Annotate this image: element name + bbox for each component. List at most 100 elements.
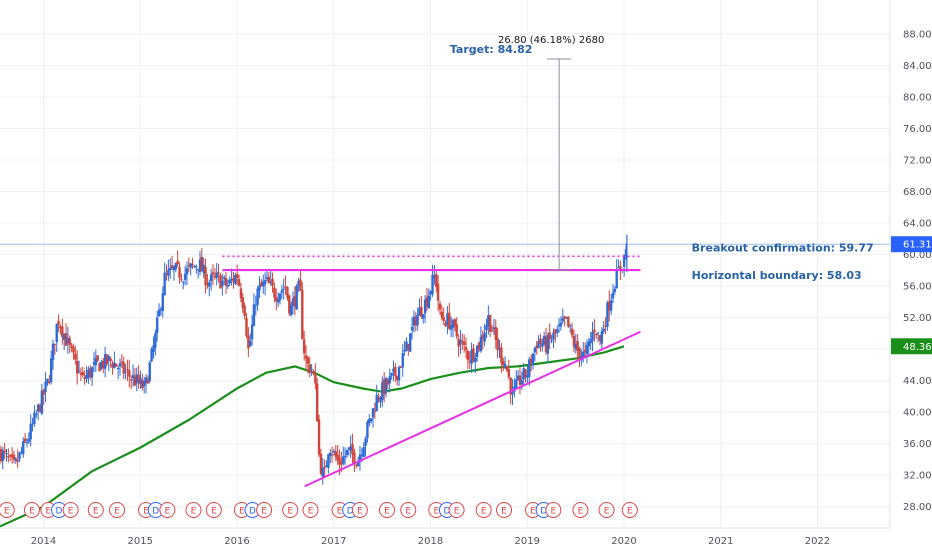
- event-marker-label: D: [443, 506, 450, 516]
- candle-body: [243, 305, 246, 317]
- candle-body: [462, 341, 466, 345]
- moving-average-layer: [0, 345, 625, 528]
- candle-body: [87, 369, 90, 378]
- candle-body: [457, 339, 460, 347]
- candle-body: [213, 275, 217, 277]
- candle-body: [371, 408, 375, 418]
- candle-body: [515, 379, 518, 388]
- earnings-event-marker: [256, 502, 273, 518]
- candle-body: [208, 282, 211, 287]
- candle-body: [619, 265, 622, 270]
- candle-body: [100, 361, 103, 369]
- candle-body: [152, 345, 155, 352]
- candle-body: [401, 353, 404, 368]
- candle-body: [617, 267, 620, 269]
- event-marker-label: E: [384, 506, 390, 516]
- candle-body: [55, 323, 58, 343]
- candle-body: [146, 379, 150, 384]
- candle-body: [217, 272, 220, 274]
- candle-body: [262, 281, 265, 287]
- event-marker-label: E: [143, 506, 149, 516]
- earnings-event-marker: [109, 502, 126, 518]
- candle-body: [16, 459, 19, 462]
- candle-body: [492, 327, 496, 330]
- candle-body: [574, 343, 577, 349]
- candle-body: [304, 355, 308, 359]
- y-tick-label: 68.00: [903, 187, 932, 198]
- earnings-event-marker: [23, 502, 40, 518]
- candle-body: [449, 325, 453, 330]
- candle-body: [267, 276, 271, 284]
- candle-body: [129, 379, 133, 381]
- earnings-event-marker: [545, 502, 562, 518]
- candle-body: [468, 360, 471, 362]
- candle-body: [604, 325, 607, 327]
- candle-body: [608, 301, 611, 311]
- candle-body: [122, 362, 125, 374]
- candle-body: [325, 465, 328, 468]
- candle-body: [546, 335, 550, 354]
- event-marker-label: E: [551, 506, 557, 516]
- candle-body: [76, 360, 79, 374]
- candle-body: [314, 374, 317, 384]
- candle-body: [178, 267, 181, 278]
- candle-body: [422, 314, 425, 319]
- event-marker-label: E: [211, 506, 217, 516]
- annotation-label: Target: 84.82: [450, 43, 533, 56]
- candle-body: [226, 285, 230, 287]
- price-badge: [891, 236, 932, 253]
- candle-body: [526, 374, 529, 378]
- candle-body: [461, 341, 464, 343]
- candle-body: [587, 341, 591, 347]
- candle-body: [111, 363, 114, 368]
- x-tick-label: 2017: [321, 536, 346, 547]
- candle-body: [245, 318, 248, 336]
- candle-body: [340, 461, 343, 465]
- candle-body: [544, 336, 548, 352]
- candle-body: [444, 322, 447, 327]
- candle-body: [302, 339, 306, 354]
- candle-body: [399, 366, 403, 368]
- candle-body: [622, 255, 626, 267]
- candle-body: [555, 329, 559, 333]
- candle-body: [381, 382, 384, 400]
- candle-body: [1, 450, 4, 462]
- candle-body: [284, 286, 287, 288]
- candle-body: [448, 312, 451, 329]
- candle-body: [260, 282, 263, 287]
- candle-body: [312, 371, 315, 374]
- candle-body: [20, 451, 23, 453]
- candle-body: [384, 378, 388, 394]
- event-marker-label: D: [347, 506, 354, 516]
- candle-body: [38, 405, 42, 412]
- candle-body: [185, 268, 189, 275]
- candle-body: [353, 452, 356, 465]
- candle-body: [27, 439, 31, 442]
- time-axis[interactable]: 2014 2015 2016 2017 2018 2019 2020 2021 2022: [31, 536, 830, 547]
- candle-body: [102, 360, 105, 369]
- candle-body: [263, 280, 267, 285]
- candle-body: [48, 381, 51, 383]
- candle-body: [163, 272, 166, 296]
- candle-body: [390, 372, 393, 376]
- candle-body: [291, 298, 295, 306]
- candle-body: [446, 313, 449, 326]
- candle-body: [92, 362, 96, 365]
- candle-body: [418, 307, 421, 316]
- candle-body: [585, 344, 589, 354]
- candle-body: [440, 311, 444, 318]
- candle-body: [46, 378, 49, 384]
- candle-body: [483, 332, 486, 342]
- candle-body: [219, 275, 222, 289]
- candle-body: [332, 450, 336, 453]
- candle-body: [31, 423, 34, 425]
- candle-body: [187, 265, 191, 267]
- event-marker-label: E: [481, 506, 487, 516]
- candle-body: [51, 343, 55, 360]
- candle-body: [377, 397, 380, 400]
- candle-body: [542, 336, 546, 344]
- candle-body: [475, 345, 479, 357]
- y-tick-label: 36.00: [903, 439, 932, 450]
